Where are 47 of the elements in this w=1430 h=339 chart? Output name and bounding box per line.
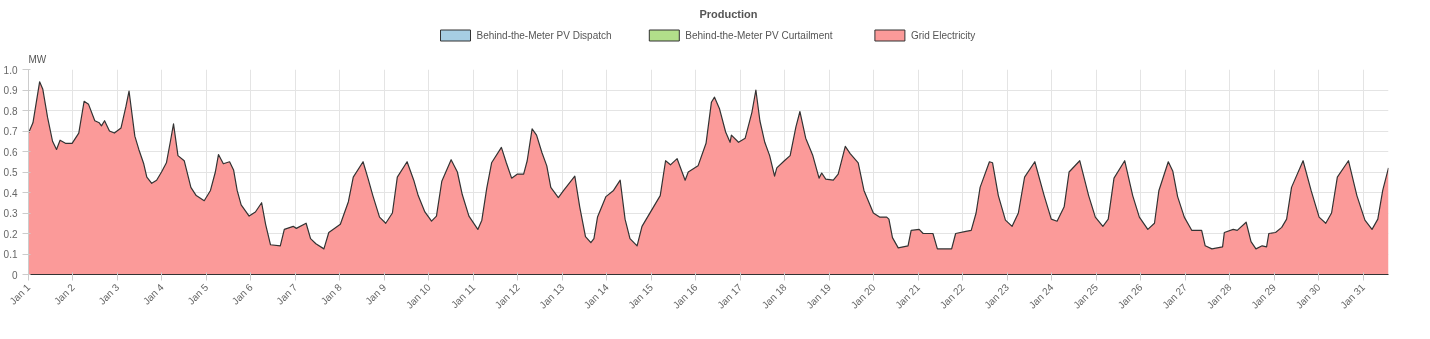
x-tick-label: Jan 6 xyxy=(229,281,256,307)
x-tick-label: Jan 13 xyxy=(537,281,567,311)
x-tick-label: Jan 4 xyxy=(140,281,167,307)
x-tick-label: Jan 19 xyxy=(804,281,834,311)
y-tick-label: 0.7 xyxy=(3,126,18,137)
x-tick-label: Jan 22 xyxy=(937,281,967,311)
x-tick-label: Jan 29 xyxy=(1249,281,1279,311)
x-tick-label: Jan 25 xyxy=(1071,281,1101,311)
x-tick-label: Jan 21 xyxy=(893,281,923,311)
y-tick-label: 0.4 xyxy=(3,187,18,199)
x-tick-label: Jan 23 xyxy=(982,281,1012,311)
x-tick-label: Jan 17 xyxy=(715,281,745,311)
y-tick-label: 0.6 xyxy=(3,146,18,158)
x-tick-label: Jan 27 xyxy=(1160,281,1190,311)
chart-title: Production xyxy=(699,7,758,20)
x-tick-label: Jan 16 xyxy=(670,281,701,311)
x-tick-label: Jan 3 xyxy=(96,281,122,307)
y-tick-label: 1.0 xyxy=(3,64,18,76)
y-tick-label: 0 xyxy=(11,269,18,281)
x-tick-label: Jan 14 xyxy=(581,281,612,311)
y-tick-label: 0.1 xyxy=(3,249,18,260)
y-tick-label: 0.9 xyxy=(3,85,18,96)
x-tick-label: Jan 1 xyxy=(7,281,33,307)
x-tick-label: Jan 31 xyxy=(1338,281,1368,311)
x-tick-label: Jan 28 xyxy=(1204,281,1234,311)
legend-label: Behind-the-Meter PV Curtailment xyxy=(685,30,833,41)
y-tick-label: 0.8 xyxy=(3,105,18,117)
x-tick-label: Jan 9 xyxy=(363,281,389,307)
legend-label: Grid Electricity xyxy=(910,30,976,41)
x-tick-label: Jan 24 xyxy=(1026,281,1056,311)
y-axis-title: MW xyxy=(28,53,47,65)
x-tick-label: Jan 5 xyxy=(185,281,211,307)
x-tick-label: Jan 18 xyxy=(759,281,789,311)
x-tick-label: Jan 2 xyxy=(51,281,78,307)
y-tick-label: 0.3 xyxy=(3,208,18,219)
y-tick-label: 0.5 xyxy=(3,167,18,178)
x-tick-label: Jan 26 xyxy=(1115,281,1145,311)
x-tick-label: Jan 12 xyxy=(492,281,523,311)
x-tick-label: Jan 20 xyxy=(848,281,878,311)
x-tick-label: Jan 11 xyxy=(448,281,478,311)
x-tick-label: Jan 30 xyxy=(1293,281,1323,311)
y-tick-label: 0.2 xyxy=(3,228,18,240)
legend-label: Behind-the-Meter PV Dispatch xyxy=(476,30,612,41)
x-tick-label: Jan 7 xyxy=(274,281,300,307)
x-tick-label: Jan 10 xyxy=(403,281,434,311)
x-tick-label: Jan 15 xyxy=(626,281,656,311)
x-tick-label: Jan 8 xyxy=(318,281,345,307)
